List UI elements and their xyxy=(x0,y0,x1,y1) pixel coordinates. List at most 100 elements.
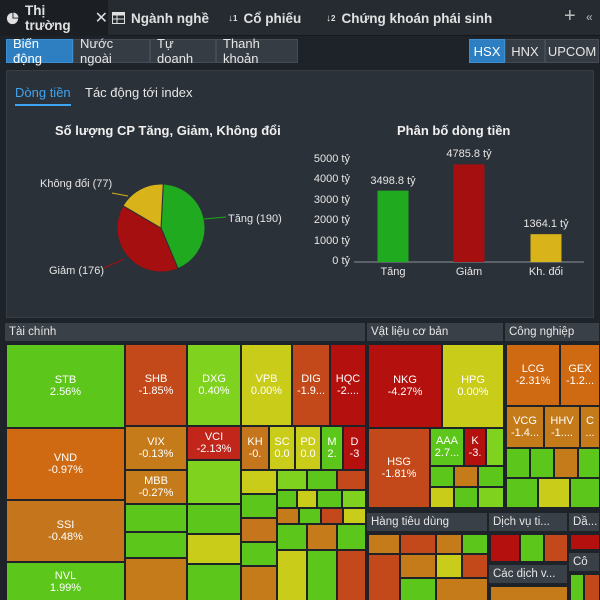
tile-small[interactable] xyxy=(187,534,241,564)
tile-small[interactable] xyxy=(486,428,504,466)
exchange-hsx[interactable]: HSX xyxy=(469,39,505,63)
tile-small[interactable] xyxy=(478,487,504,508)
tile-VIX[interactable]: VIX -0.13% xyxy=(125,426,187,470)
tile-small[interactable] xyxy=(321,508,343,524)
tile-small[interactable] xyxy=(241,566,277,600)
tile-small[interactable] xyxy=(299,508,321,524)
tile-small[interactable] xyxy=(454,487,478,508)
tile-small[interactable] xyxy=(241,494,277,518)
tile-MBB[interactable]: MBB -0.27% xyxy=(125,470,187,504)
tile-small[interactable] xyxy=(307,470,337,490)
tile-HPG[interactable]: HPG 0.00% xyxy=(442,344,504,428)
tile-small[interactable] xyxy=(584,574,600,600)
tab-chung-khoan-phai-sinh[interactable]: ↓ 2 Chứng khoán phái sinh xyxy=(326,0,492,36)
tile-small[interactable] xyxy=(478,466,504,487)
tile-small[interactable] xyxy=(317,490,342,508)
tile-small[interactable] xyxy=(241,542,277,566)
tile-small[interactable] xyxy=(400,578,436,600)
tile-VND[interactable]: VND -0.97% xyxy=(6,428,125,500)
bar-1[interactable] xyxy=(453,164,485,262)
tile-small[interactable] xyxy=(490,534,520,562)
tile-small[interactable] xyxy=(436,578,488,600)
tab-co-phieu[interactable]: ↓ 1 Cổ phiếu xyxy=(228,0,301,36)
tab-thi-truong[interactable]: Thị trường ✕ xyxy=(0,0,108,36)
tile-small[interactable] xyxy=(454,466,478,487)
subtab-bien-dong[interactable]: Biến động xyxy=(6,36,73,66)
tile-small[interactable] xyxy=(490,586,568,600)
tile-small[interactable] xyxy=(570,574,584,600)
tile-SSI[interactable]: SSI -0.48% xyxy=(6,500,125,562)
tile-STB[interactable]: STB 2.56% xyxy=(6,344,125,428)
tile-small[interactable] xyxy=(570,534,600,550)
exchange-upcom[interactable]: UPCOM xyxy=(545,39,599,63)
sector-header-cac-dich-vu[interactable]: Các dịch v... xyxy=(488,564,568,584)
tile-small[interactable] xyxy=(462,554,488,578)
tile-small[interactable] xyxy=(277,470,307,490)
tile-C[interactable]: C... xyxy=(580,406,600,448)
pie-slice-up[interactable] xyxy=(160,183,206,270)
tile-small[interactable] xyxy=(187,564,241,600)
tile-small[interactable] xyxy=(277,508,299,524)
tile-small[interactable] xyxy=(337,550,366,600)
tile-small[interactable] xyxy=(506,478,538,508)
tile-VCI[interactable]: VCI -2.13% xyxy=(187,426,241,460)
tile-small[interactable] xyxy=(307,524,337,550)
pie-slice-unchanged[interactable] xyxy=(122,183,164,229)
tile-HSG[interactable]: HSG -1.81% xyxy=(368,428,430,508)
tile-small[interactable] xyxy=(187,504,241,534)
subtab-tu-doanh[interactable]: Tự doanh xyxy=(150,36,216,66)
tile-LCG[interactable]: LCG -2.31% xyxy=(506,344,560,406)
tile-small[interactable] xyxy=(241,518,277,542)
tile-small[interactable] xyxy=(578,448,600,478)
close-icon[interactable]: ✕ xyxy=(94,10,108,27)
bar-0[interactable] xyxy=(377,190,409,262)
tile-small[interactable] xyxy=(241,470,277,494)
collapse-icon[interactable]: « xyxy=(586,10,593,24)
add-tab-icon[interactable]: + xyxy=(564,5,576,27)
exchange-hnx[interactable]: HNX xyxy=(505,39,545,63)
tile-GEX[interactable]: GEX -1.2... xyxy=(560,344,600,406)
tile-small[interactable] xyxy=(277,550,307,600)
tile-small[interactable] xyxy=(187,460,241,504)
panel-tab-tac-dong[interactable]: Tác động tới index xyxy=(85,85,193,100)
tile-small[interactable] xyxy=(368,534,400,554)
tile-PD[interactable]: PD 0.0 xyxy=(295,426,321,470)
tile-small[interactable] xyxy=(307,550,337,600)
tile-small[interactable] xyxy=(368,554,400,600)
tile-small[interactable] xyxy=(436,554,462,578)
tile-small[interactable] xyxy=(400,534,436,554)
tile-KH[interactable]: KH -0. xyxy=(241,426,269,470)
pie-slice-down[interactable] xyxy=(116,205,179,273)
tile-small[interactable] xyxy=(506,448,530,478)
sector-header-dau-khi[interactable]: Dầ... xyxy=(568,512,600,532)
sector-header-dich-vu[interactable]: Dịch vụ ti... xyxy=(488,512,568,532)
tile-SC[interactable]: SC 0.0 xyxy=(269,426,295,470)
tile-small[interactable] xyxy=(530,448,554,478)
sector-header-hang-tieu-dung[interactable]: Hàng tiêu dùng xyxy=(366,512,488,532)
tile-small[interactable] xyxy=(430,466,454,487)
tile-DIG[interactable]: DIG -1.9... xyxy=(292,344,330,426)
tile-AAA[interactable]: AAA 2.7... xyxy=(430,428,464,466)
tile-small[interactable] xyxy=(430,487,454,508)
tab-nganh-nghe[interactable]: Ngành nghề xyxy=(112,0,209,36)
bar-2[interactable] xyxy=(530,234,562,262)
sector-header-cong-nghiep[interactable]: Công nghiệp xyxy=(504,322,600,342)
sector-header-cong-nghe[interactable]: Cô xyxy=(568,552,600,572)
tile-small[interactable] xyxy=(436,534,462,554)
tile-VCG[interactable]: VCG -1.4... xyxy=(506,406,544,448)
tile-small[interactable] xyxy=(343,508,366,524)
tile-small[interactable] xyxy=(462,534,488,554)
subtab-thanh-khoan[interactable]: Thanh khoản xyxy=(216,36,298,66)
tile-small[interactable] xyxy=(277,490,297,508)
tile-SHB[interactable]: SHB -1.85% xyxy=(125,344,187,426)
tile-NVL[interactable]: NVL 1.99% xyxy=(6,562,125,600)
tile-small[interactable] xyxy=(520,534,544,562)
tile-small[interactable] xyxy=(554,448,578,478)
tile-NKG[interactable]: NKG -4.27% xyxy=(368,344,442,428)
tile-small[interactable] xyxy=(297,490,317,508)
tile-HHV[interactable]: HHV -1.... xyxy=(544,406,580,448)
panel-tab-dong-tien[interactable]: Dòng tiền xyxy=(15,85,71,106)
tile-small[interactable] xyxy=(342,490,366,508)
tile-small[interactable] xyxy=(125,504,187,532)
tile-small[interactable] xyxy=(544,534,568,562)
